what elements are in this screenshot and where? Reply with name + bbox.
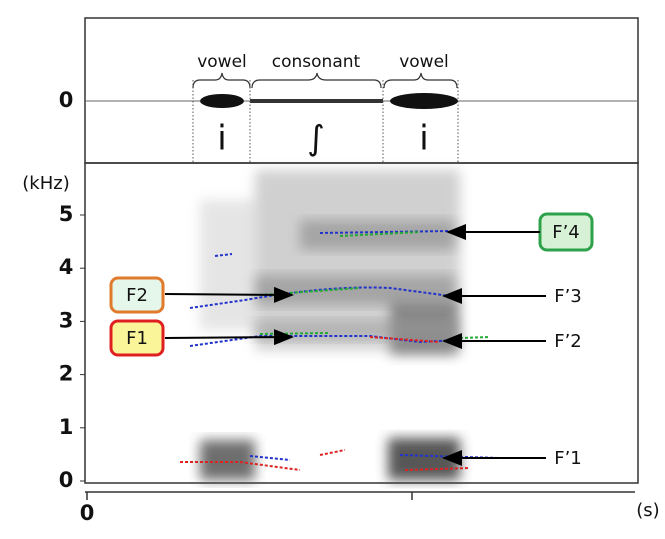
segment-label: consonant (272, 52, 361, 72)
segment-label: vowel (197, 52, 247, 72)
y-tick-label: 1 (59, 415, 74, 439)
annotation-label: F’2 (554, 331, 582, 352)
spectrogram-frame (84, 162, 639, 484)
segment-braces (192, 72, 458, 89)
y-tick-label: 2 (59, 362, 74, 386)
segment-symbol: ∫ (307, 119, 325, 159)
y-tick-label: 0 (59, 468, 74, 492)
annotation-label: F2 (126, 285, 148, 306)
y-tick-label: 3 (59, 308, 74, 332)
x-tick-label: 0 (80, 501, 95, 525)
annotation-label: F’4 (552, 222, 580, 243)
segment-label: vowel (399, 52, 449, 72)
segment-symbol: i (217, 119, 226, 159)
annotation-arrow (164, 286, 294, 303)
y-tick-label: 5 (59, 202, 74, 226)
annotation-arrow (164, 329, 294, 346)
segment-symbol: i (419, 119, 428, 159)
annotation-box (109, 319, 165, 357)
waveform (200, 93, 458, 109)
x-unit: (s) (636, 500, 659, 521)
annotation-box (109, 276, 165, 314)
waveform-zero-label: 0 (59, 88, 74, 112)
annotation-label: F1 (126, 328, 148, 349)
annotation-label: F’3 (554, 286, 582, 307)
y-unit: (kHz) (22, 173, 69, 194)
annotation-label: F’1 (554, 448, 582, 469)
y-tick-label: 4 (59, 255, 74, 279)
